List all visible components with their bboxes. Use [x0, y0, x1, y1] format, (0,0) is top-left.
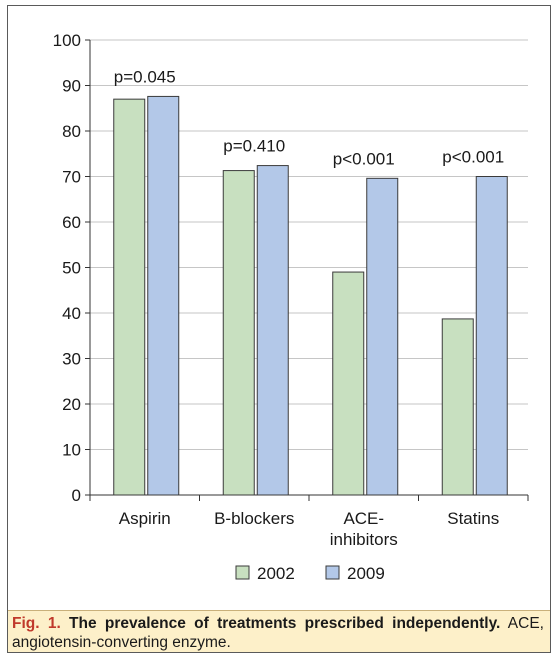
p-value-label: p=0.410 [223, 137, 285, 156]
y-tick-label: 70 [62, 168, 81, 187]
y-tick-label: 50 [62, 259, 81, 278]
bar-2009-0 [147, 95, 180, 496]
caption-title: The prevalence of treatments prescribed … [69, 615, 501, 632]
bar-2002-1 [222, 170, 255, 496]
figure: 0 10 20 30 40 50 60 70 80 90 100 p=0.045 p=0.410 p<0.… [7, 5, 551, 653]
x-category-label: ACE- [343, 509, 384, 528]
y-tick-label: 100 [53, 31, 81, 50]
p-value-label: p=0.045 [114, 67, 176, 86]
y-tick-label: 90 [62, 77, 81, 96]
legend-swatch-2009 [325, 565, 340, 580]
p-value-label: p<0.001 [442, 148, 504, 167]
legend-label: 2002 [257, 564, 295, 583]
x-category-label: Statins [447, 509, 499, 528]
figure-caption: Fig. 1. The prevalence of treatments pre… [8, 610, 550, 652]
bar-2002-3 [441, 318, 474, 496]
x-category-label: Aspirin [119, 509, 171, 528]
p-value-label: p<0.001 [333, 149, 395, 168]
y-tick-label: 40 [62, 304, 81, 323]
caption-label: Fig. 1. [12, 615, 61, 632]
caption-text: ACE, angiotensin-converting enzyme. [12, 615, 544, 651]
x-category-label: B-blockers [214, 509, 294, 528]
y-tick-label: 0 [72, 486, 81, 505]
y-tick-label: 80 [62, 122, 81, 141]
y-tick-label: 30 [62, 350, 81, 369]
legend-label: 2009 [347, 564, 385, 583]
legend-swatch-2002 [235, 565, 250, 580]
bar-2009-1 [256, 165, 289, 496]
y-tick-label: 20 [62, 395, 81, 414]
y-tick-label: 60 [62, 213, 81, 232]
bar-2002-2 [332, 271, 365, 496]
bar-2002-0 [113, 98, 146, 496]
chart-area: 0 10 20 30 40 50 60 70 80 90 100 p=0.045 p=0.410 p<0.… [8, 6, 550, 609]
y-tick-label: 10 [62, 441, 81, 460]
x-category-label: inhibitors [330, 530, 398, 549]
bar-2009-2 [366, 177, 399, 496]
bar-chart: 0 10 20 30 40 50 60 70 80 90 100 p=0.045 p=0.410 p<0.… [53, 31, 529, 583]
bar-2009-3 [475, 176, 508, 496]
